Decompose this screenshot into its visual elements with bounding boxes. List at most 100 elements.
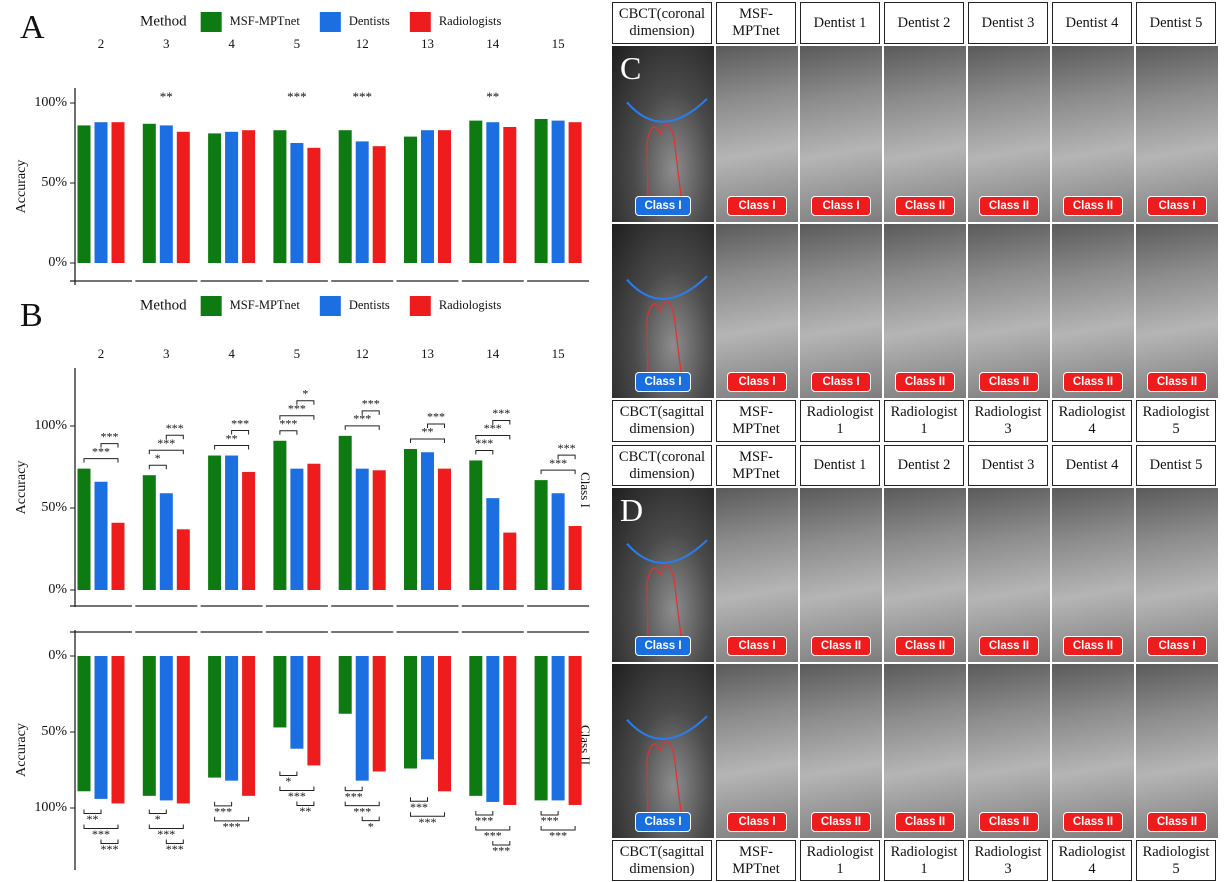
class-label: Class II [1063, 812, 1123, 832]
bar [143, 656, 156, 796]
bar [290, 469, 303, 590]
bar [569, 122, 582, 263]
facet-label: 3 [163, 36, 170, 51]
class-label: Class II [895, 636, 955, 656]
bar [95, 656, 108, 799]
class-label: Class II [979, 636, 1039, 656]
bar [373, 146, 386, 263]
bar [535, 119, 548, 263]
significance: *** [353, 804, 371, 818]
xray-image: Class I [716, 664, 798, 838]
xray-image: Class II [1052, 224, 1134, 398]
cbct-image: D Class I [612, 488, 714, 662]
significance: *** [279, 417, 297, 431]
significance: *** [558, 441, 576, 455]
significance: *** [92, 444, 110, 458]
bar [569, 656, 582, 805]
bar [112, 122, 125, 263]
class-label: Class I [727, 196, 787, 216]
xray-image: Class II [800, 488, 882, 662]
bar [290, 656, 303, 749]
y-tick-label: 0% [48, 582, 67, 597]
bar [503, 533, 516, 590]
strip-label: Class I [578, 472, 593, 508]
bar [78, 125, 91, 263]
bar [160, 493, 173, 590]
legend-label: Dentists [349, 14, 390, 28]
legend-title: Method [140, 13, 187, 29]
bar [273, 441, 286, 590]
bar [242, 472, 255, 590]
xray-image: Class I [716, 46, 798, 222]
bar [552, 121, 565, 263]
bar [552, 493, 565, 590]
facet-label: 5 [294, 36, 301, 51]
bar [225, 656, 238, 781]
bar [208, 456, 221, 590]
significance: * [368, 819, 374, 833]
class-label: Class I [727, 636, 787, 656]
bracket [280, 431, 297, 435]
facet-label: 14 [486, 36, 500, 51]
class-label: Class I [727, 812, 787, 832]
header-cell: Dentist 4 [1052, 2, 1132, 44]
header-cell: CBCT(coronal dimension) [612, 445, 712, 486]
footer-cell: CBCT(sagittal dimension) [612, 400, 712, 442]
class-label: Class II [811, 636, 871, 656]
legend-swatch [201, 12, 222, 32]
xray-image: Class I [716, 224, 798, 398]
bar [438, 656, 451, 791]
bar [356, 141, 369, 263]
legend-label: Dentists [349, 298, 390, 312]
class-label: Class II [895, 372, 955, 392]
bar [95, 482, 108, 590]
bar [486, 498, 499, 590]
significance: *** [541, 814, 559, 828]
bar [569, 526, 582, 590]
class-label: Class I [635, 196, 691, 216]
significance: *** [549, 456, 567, 470]
significance: *** [92, 827, 110, 841]
significance: *** [287, 89, 307, 104]
bar [112, 523, 125, 590]
significance: * [285, 774, 291, 788]
xray-image: Class II [800, 664, 882, 838]
y-tick-label: 0% [48, 648, 67, 663]
significance: *** [492, 844, 510, 858]
footer-cell: Radiologist 3 [968, 840, 1048, 881]
significance: *** [352, 89, 372, 104]
footer-cell: Radiologist 5 [1136, 840, 1216, 881]
panel-label: C [620, 50, 641, 87]
y-tick-label: 100% [34, 95, 67, 110]
bracket [476, 450, 493, 454]
bar [535, 480, 548, 590]
y-tick-label: 50% [41, 175, 67, 190]
class-label: Class I [811, 196, 871, 216]
footer-cell: Radiologist 1 [884, 400, 964, 442]
header-cell: Dentist 4 [1052, 445, 1132, 486]
bar [143, 475, 156, 590]
class-label: Class II [979, 372, 1039, 392]
y-tick-label: 0% [48, 255, 67, 270]
significance: *** [101, 429, 119, 443]
bar [404, 656, 417, 768]
bar [95, 122, 108, 263]
class-label: Class II [1063, 636, 1123, 656]
significance: * [155, 812, 161, 826]
xray-image: Class II [1052, 664, 1134, 838]
legend-title: Method [140, 297, 187, 313]
class-label: Class I [635, 636, 691, 656]
bar [552, 656, 565, 800]
header-cell: Dentist 2 [884, 2, 964, 44]
header-cell: Dentist 2 [884, 445, 964, 486]
bracket [84, 459, 118, 463]
header-cell: Dentist 3 [968, 2, 1048, 44]
significance: * [302, 387, 308, 401]
panel-label: D [620, 492, 643, 529]
bar [242, 130, 255, 263]
significance: *** [353, 412, 371, 426]
footer-cell: Radiologist 5 [1136, 400, 1216, 442]
xray-image: Class I [800, 46, 882, 222]
class-label: Class I [727, 372, 787, 392]
